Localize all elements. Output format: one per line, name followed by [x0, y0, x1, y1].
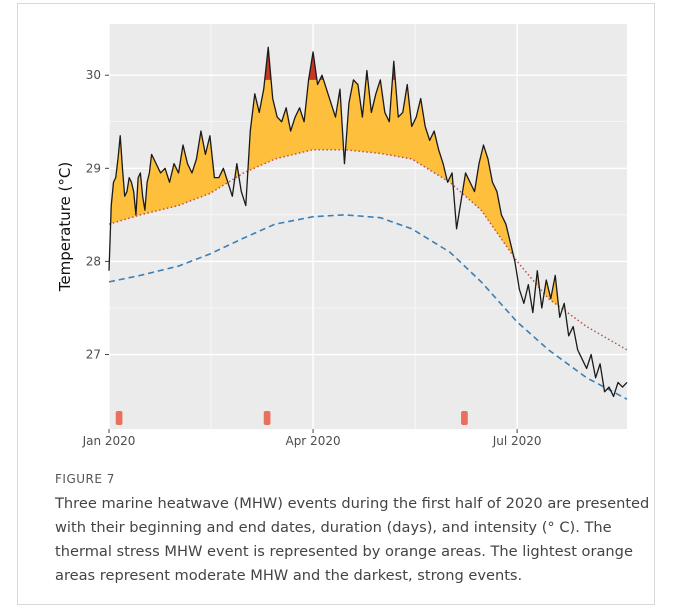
mhw-event-marker	[263, 411, 271, 425]
mhw-strong-area	[264, 47, 272, 80]
x-tick-label: Jan 2020	[82, 434, 136, 448]
threshold-line	[108, 148, 628, 351]
temperature-line	[108, 46, 628, 398]
climatology-line	[108, 214, 628, 400]
mhw-moderate-area	[110, 131, 228, 224]
y-tick-label: 30	[86, 68, 101, 82]
y-tick-label: 28	[86, 254, 101, 268]
x-tick-label: Apr 2020	[285, 434, 340, 448]
mhw-moderate-area	[544, 275, 559, 306]
mhw-moderate-area	[248, 47, 344, 171]
y-tick-label: 29	[86, 161, 101, 175]
mhw-moderate-area	[345, 61, 448, 181]
mhw-moderate-area	[448, 172, 453, 185]
figure-label: FIGURE 7	[55, 472, 115, 486]
mhw-moderate-area	[462, 145, 514, 256]
figure-card: 27 28 29 30 Jan 2020 Apr 2020 Jul 2020 Temperat…	[17, 3, 655, 605]
x-tick-label: Jul 2020	[492, 434, 542, 448]
chart: 27 28 29 30 Jan 2020 Apr 2020 Jul 2020 Temperat…	[56, 24, 628, 448]
figure-caption: Three marine heatwave (MHW) events durin…	[55, 495, 650, 584]
mhw-event-marker	[461, 411, 468, 425]
y-tick-label: 27	[86, 348, 101, 362]
mhw-event-marker	[115, 411, 123, 425]
mhw-strong-area	[309, 51, 317, 80]
y-axis-title: Temperature (°C)	[56, 162, 74, 292]
